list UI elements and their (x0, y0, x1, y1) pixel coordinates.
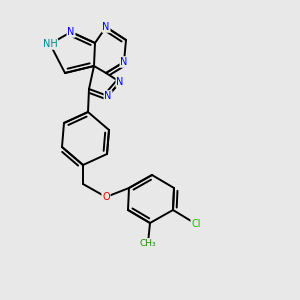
Text: N: N (120, 57, 128, 67)
Text: N: N (116, 77, 124, 87)
Text: O: O (102, 192, 110, 202)
Text: N: N (67, 27, 75, 37)
Text: CH₃: CH₃ (140, 238, 156, 247)
Text: NH: NH (43, 39, 57, 49)
Text: N: N (104, 91, 112, 101)
Text: N: N (102, 22, 110, 32)
Text: Cl: Cl (191, 219, 201, 229)
